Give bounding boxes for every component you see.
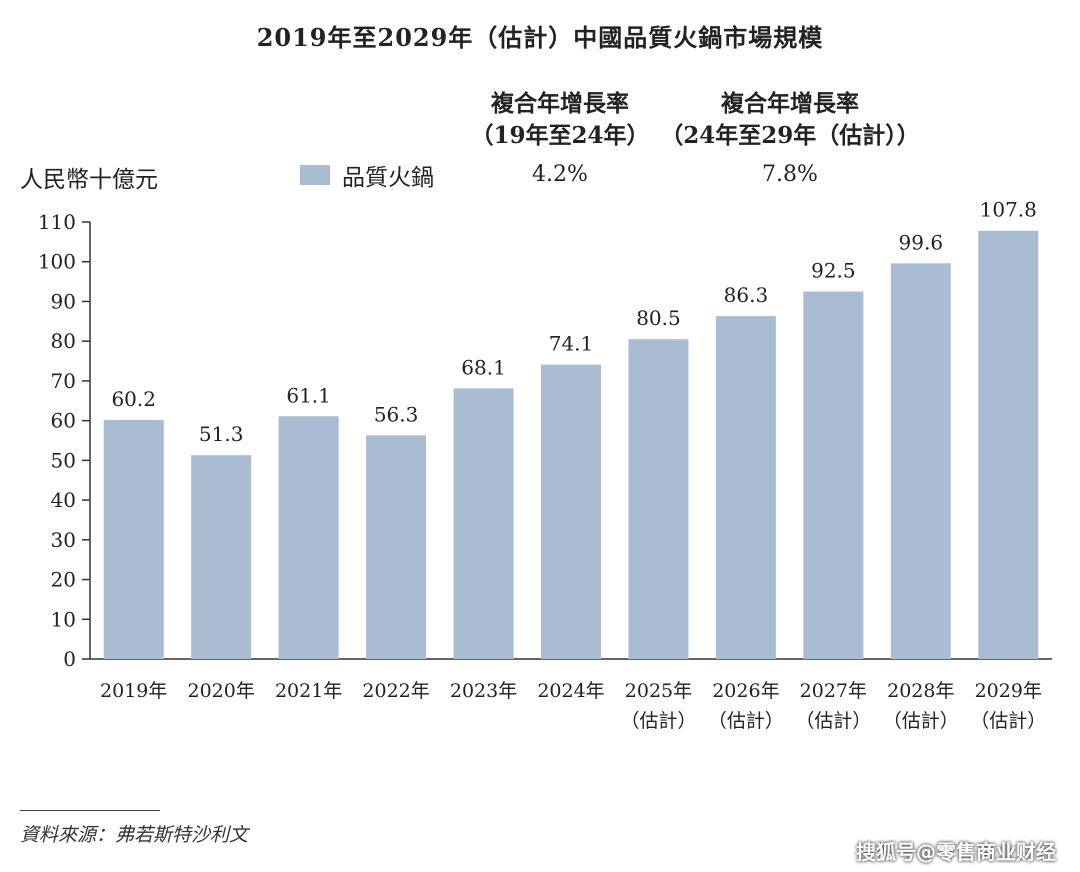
cagr-heading-2: 複合年增長率 （24年至29年（估計）） bbox=[660, 88, 920, 152]
bar bbox=[715, 316, 776, 659]
cagr-heading-1-line2: （19年至24年） bbox=[470, 122, 650, 149]
bar-chart: 0 10 20 30 40 50 60 70 80 90 100 110 60.2 2019年 51.3 20… bbox=[38, 198, 1052, 732]
data-label: 86.3 bbox=[724, 283, 769, 307]
bar bbox=[191, 455, 252, 659]
bar bbox=[890, 263, 951, 659]
y-tick-label: 30 bbox=[51, 528, 76, 552]
x-tick-label: 2024年 bbox=[537, 680, 604, 702]
data-label: 68.1 bbox=[461, 355, 506, 379]
x-tick-label: 2020年 bbox=[188, 680, 255, 702]
cagr-value-1: 4.2% bbox=[532, 162, 588, 187]
y-axis-unit-label: 人民幣十億元 bbox=[20, 167, 158, 193]
bar bbox=[803, 291, 864, 659]
source-note: 資料來源：弗若斯特沙利文 bbox=[20, 824, 249, 846]
x-tick-label: 2019年 bbox=[100, 680, 167, 702]
y-tick-label: 50 bbox=[51, 448, 76, 472]
y-tick-label: 40 bbox=[51, 488, 76, 512]
data-label: 80.5 bbox=[636, 306, 681, 330]
x-tick-label: 2022年 bbox=[362, 680, 429, 702]
x-tick-label: 2027年 bbox=[800, 680, 867, 702]
bar bbox=[366, 435, 427, 659]
y-tick-label: 20 bbox=[51, 568, 76, 592]
y-tick-label: 110 bbox=[38, 210, 76, 234]
y-tick-label: 60 bbox=[51, 409, 76, 433]
x-tick-label: 2023年 bbox=[450, 680, 517, 702]
x-tick-sublabel: （估計） bbox=[708, 710, 784, 732]
source-divider bbox=[20, 810, 160, 811]
cagr-value-2: 7.8% bbox=[762, 162, 818, 187]
x-tick-sublabel: （估計） bbox=[883, 710, 959, 732]
legend-label: 品質火鍋 bbox=[342, 165, 434, 191]
x-tick-label: 2029年 bbox=[975, 680, 1042, 702]
cagr-heading-2-line1: 複合年增長率 bbox=[721, 90, 859, 117]
x-tick-sublabel: （估計） bbox=[970, 710, 1046, 732]
data-label: 60.2 bbox=[111, 387, 156, 411]
bar bbox=[453, 388, 514, 659]
data-label: 56.3 bbox=[374, 402, 419, 426]
x-tick-label: 2021年 bbox=[275, 680, 342, 702]
data-label: 74.1 bbox=[549, 332, 594, 356]
y-tick-label: 80 bbox=[51, 329, 76, 353]
cagr-heading-2-line2: （24年至29年（估計）） bbox=[660, 122, 920, 149]
watermark: 搜狐号@零售商业财经 bbox=[856, 840, 1056, 864]
data-label: 92.5 bbox=[811, 259, 856, 283]
x-tick-sublabel: （估計） bbox=[620, 710, 696, 732]
cagr-heading-1: 複合年增長率 （19年至24年） bbox=[460, 88, 660, 152]
y-tick-label: 100 bbox=[38, 250, 76, 274]
bar bbox=[103, 419, 164, 659]
bar bbox=[541, 364, 601, 659]
x-tick-label: 2025年 bbox=[625, 680, 692, 702]
bar bbox=[628, 339, 689, 659]
x-tick-sublabel: （估計） bbox=[795, 710, 871, 732]
y-tick-label: 90 bbox=[51, 289, 76, 313]
bar bbox=[978, 230, 1039, 660]
bar bbox=[278, 416, 339, 659]
data-label: 61.1 bbox=[286, 383, 331, 407]
chart-title: 2019年至2029年（估計）中國品質火鍋市場規模 bbox=[256, 23, 824, 52]
x-tick-label: 2028年 bbox=[887, 680, 954, 702]
data-label: 99.6 bbox=[899, 230, 944, 254]
x-tick-label: 2026年 bbox=[712, 680, 779, 702]
legend-swatch bbox=[300, 165, 330, 185]
y-tick-label: 10 bbox=[51, 607, 76, 631]
data-label: 51.3 bbox=[199, 422, 244, 446]
y-tick-label: 0 bbox=[63, 647, 76, 671]
data-label: 107.8 bbox=[980, 198, 1037, 222]
legend: 品質火鍋 bbox=[300, 158, 434, 192]
y-tick-label: 70 bbox=[51, 369, 76, 393]
cagr-heading-1-line1: 複合年增長率 bbox=[491, 90, 629, 117]
